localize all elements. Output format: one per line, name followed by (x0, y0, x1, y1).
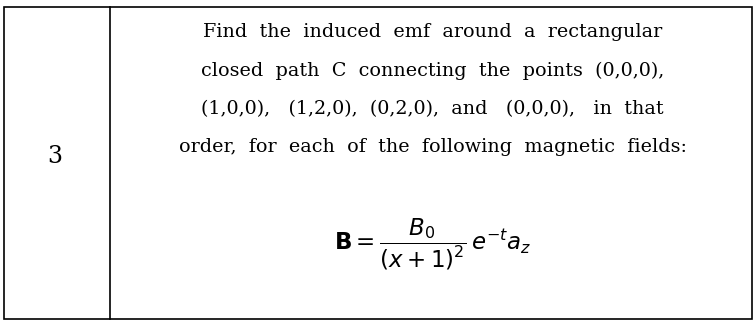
Text: $\mathbf{B} = \dfrac{B_0}{(x+1)^2}\,e^{-t}a_z$: $\mathbf{B} = \dfrac{B_0}{(x+1)^2}\,e^{-… (334, 217, 531, 272)
Text: order,  for  each  of  the  following  magnetic  fields:: order, for each of the following magneti… (179, 138, 686, 156)
Text: (1,0,0),   (1,2,0),  (0,2,0),  and   (0,0,0),   in  that: (1,0,0), (1,2,0), (0,2,0), and (0,0,0), … (202, 100, 664, 118)
Text: Find  the  induced  emf  around  a  rectangular: Find the induced emf around a rectangula… (203, 23, 662, 41)
Text: 3: 3 (48, 145, 62, 168)
Text: closed  path  C  connecting  the  points  (0,0,0),: closed path C connecting the points (0,0… (201, 61, 665, 80)
